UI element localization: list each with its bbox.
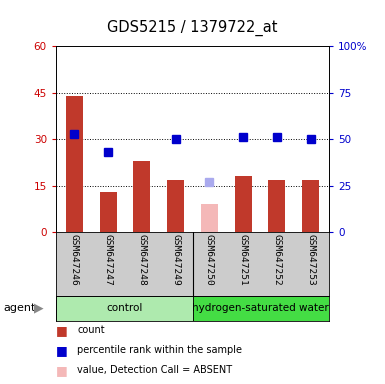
Text: count: count bbox=[77, 325, 105, 335]
Text: value, Detection Call = ABSENT: value, Detection Call = ABSENT bbox=[77, 365, 232, 375]
Bar bbox=[100, 192, 117, 232]
Text: GSM647246: GSM647246 bbox=[70, 234, 79, 286]
Text: GSM647253: GSM647253 bbox=[306, 234, 315, 286]
Text: ▶: ▶ bbox=[34, 302, 43, 314]
Bar bbox=[192, 296, 329, 321]
Text: GSM647247: GSM647247 bbox=[104, 234, 113, 286]
Text: agent: agent bbox=[4, 303, 36, 313]
Text: ■: ■ bbox=[56, 324, 68, 337]
Bar bbox=[66, 96, 83, 232]
Text: GSM647250: GSM647250 bbox=[205, 234, 214, 286]
Bar bbox=[302, 180, 319, 232]
Text: ■: ■ bbox=[56, 364, 68, 377]
Text: hydrogen-saturated water: hydrogen-saturated water bbox=[192, 303, 329, 313]
Bar bbox=[201, 204, 218, 232]
Text: GSM647252: GSM647252 bbox=[272, 234, 281, 286]
Text: GSM647249: GSM647249 bbox=[171, 234, 180, 286]
Text: control: control bbox=[106, 303, 142, 313]
Text: GSM647251: GSM647251 bbox=[239, 234, 248, 286]
Text: ■: ■ bbox=[56, 344, 68, 357]
Bar bbox=[268, 180, 285, 232]
Text: GDS5215 / 1379722_at: GDS5215 / 1379722_at bbox=[107, 20, 278, 36]
Text: GSM647248: GSM647248 bbox=[137, 234, 146, 286]
Bar bbox=[167, 180, 184, 232]
Bar bbox=[56, 296, 192, 321]
Bar bbox=[235, 177, 251, 232]
Bar bbox=[134, 161, 150, 232]
Text: percentile rank within the sample: percentile rank within the sample bbox=[77, 345, 242, 355]
